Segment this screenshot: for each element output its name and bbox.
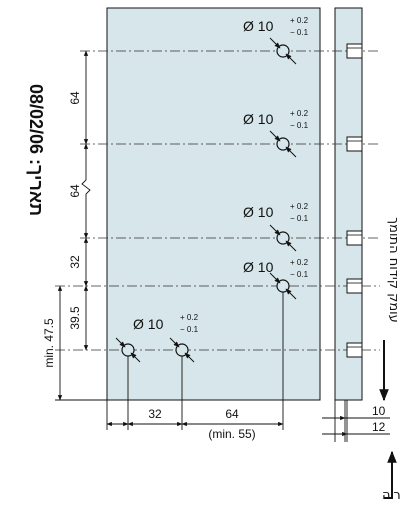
hole-4-tol-top: + 0.2 [290,258,309,267]
hole-callout-3: Ø 10 + 0.2 − 0.1 [243,202,309,223]
hole-5-tol-bottom: − 0.1 [180,325,199,334]
hole-5-tol-top: + 0.2 [180,313,199,322]
hole-2-tol-bottom: − 0.1 [290,121,309,130]
hole-5-dia: Ø 10 [133,316,164,332]
side-cup-lines [347,47,362,348]
vdim-1: 64 [68,91,82,105]
hdim-second-note: (min. 55) [208,427,255,441]
hole-1-tol-bottom: − 0.1 [290,28,309,37]
hole-callout-2: Ø 10 + 0.2 − 0.1 [243,109,309,130]
side-profile [334,7,363,401]
hole-3-tol-bottom: − 0.1 [290,214,309,223]
right-label: עומק קידוח התומך [386,217,400,323]
bottom-label: עומק קידוח חיבור הפרונט לגלריה [382,488,400,503]
min-dim: min. 47.5 [42,318,56,368]
hdim-first: 32 [148,407,162,421]
depth-inner: 10 [372,404,386,418]
vdim-2: 64 [68,184,82,198]
leader-arrows [115,37,297,363]
bottom-label-arrow [384,450,397,499]
vdim-3: 32 [68,255,82,269]
front-panel [106,7,321,401]
hole-3-dia: Ø 10 [243,204,274,220]
depth-dimensions [322,400,390,442]
date-label: תאריך: 08/02/06 [26,84,46,216]
hole-4-dia: Ø 10 [243,259,274,275]
vertical-dimension-chain [57,50,91,401]
side-cups [346,43,363,358]
hole-2-dia: Ø 10 [243,111,274,127]
hole-4-tol-bottom: − 0.1 [290,270,309,279]
hole-3-tol-top: + 0.2 [290,202,309,211]
hole-callout-5: Ø 10 + 0.2 − 0.1 [133,313,199,334]
depth-outer: 12 [372,420,386,434]
hdim-second: 64 [225,407,239,421]
vdim-4: 39.5 [68,306,82,330]
hole-1-tol-top: + 0.2 [290,16,309,25]
hole-callout-4: Ø 10 + 0.2 − 0.1 [243,258,309,279]
hole-callout-1: Ø 10 + 0.2 − 0.1 [243,16,309,37]
hole-2-tol-top: + 0.2 [290,109,309,118]
horizontal-dimensions [106,292,284,430]
hole-1-dia: Ø 10 [243,18,274,34]
centerlines [55,50,380,351]
